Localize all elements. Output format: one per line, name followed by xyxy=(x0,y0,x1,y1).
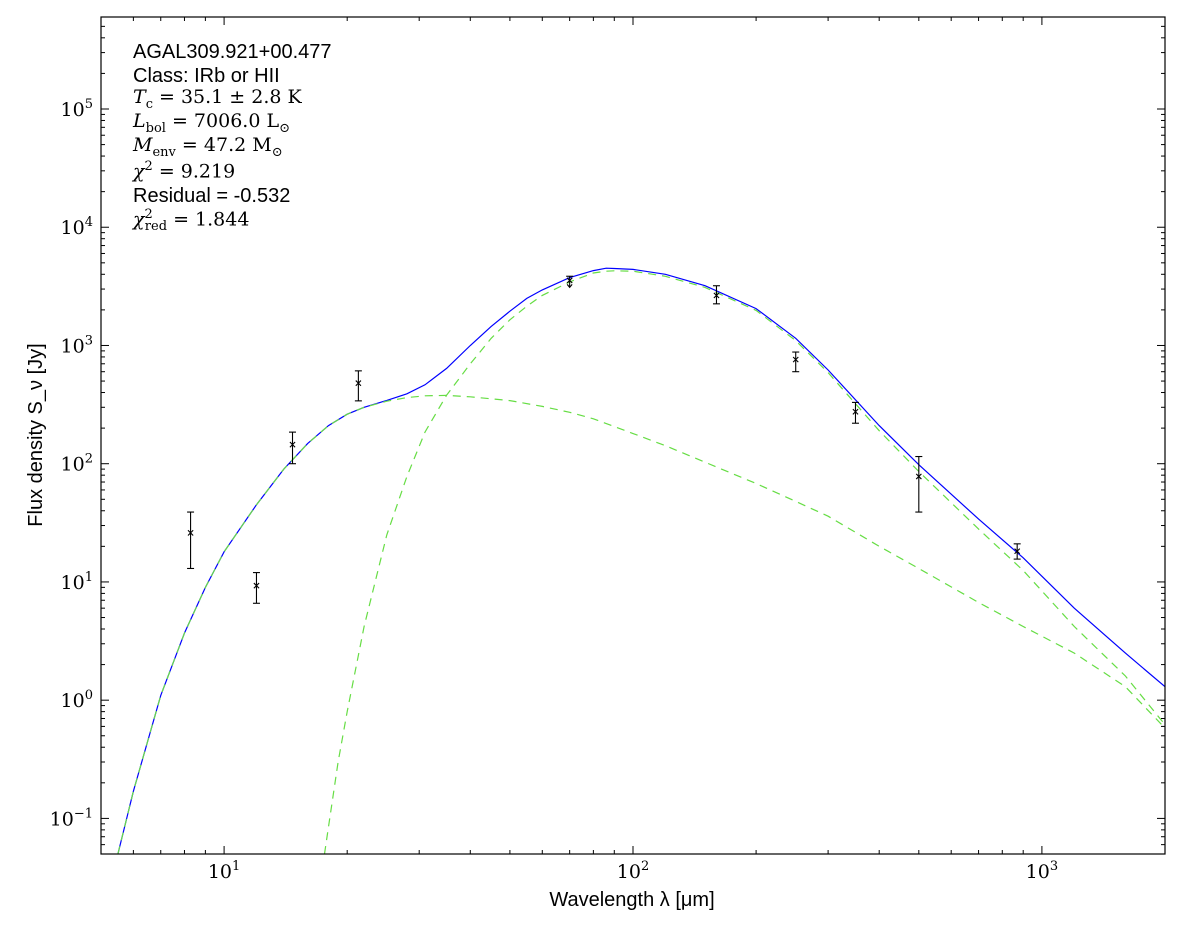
point-marker xyxy=(566,277,573,284)
data-point-9 xyxy=(915,455,923,513)
data-point-1 xyxy=(187,511,195,570)
y-tick-label: 104 xyxy=(61,215,93,239)
x-tick-label: 102 xyxy=(617,859,649,883)
upper-limit-arrow xyxy=(566,284,573,289)
data-point-10 xyxy=(1013,543,1021,560)
y-tick-label: 100 xyxy=(61,688,93,712)
fit-curves xyxy=(117,267,1165,854)
data-point-6 xyxy=(712,285,720,305)
y-tick-label: 102 xyxy=(61,452,93,476)
y-tick-label: 103 xyxy=(61,333,93,357)
tc-annotation: Tc = 35.1 ± 2.8 K xyxy=(133,86,302,112)
data-point-2 xyxy=(252,572,260,604)
x-axis-label: Wavelength λ [μm] xyxy=(549,889,714,911)
point-marker xyxy=(713,292,720,299)
y-axis-label: Flux density S_ν [Jy] xyxy=(25,343,47,526)
y-tick-label: 105 xyxy=(61,97,93,121)
menv-annotation: Menv = 47.2 M⊙ xyxy=(133,134,283,160)
y-tick-label: 101 xyxy=(61,570,93,594)
data-point-3 xyxy=(289,431,297,465)
point-marker xyxy=(253,582,260,589)
data-point-4 xyxy=(354,370,362,402)
point-marker xyxy=(792,356,799,363)
data-point-8 xyxy=(851,401,859,424)
point-marker xyxy=(1014,548,1021,555)
y-tick-label: 10−1 xyxy=(50,806,93,830)
point-marker xyxy=(355,380,362,387)
point-marker xyxy=(289,441,296,448)
x-tick-label: 103 xyxy=(1026,859,1058,883)
data-point-7 xyxy=(792,351,800,373)
lbol-annotation: Lbol = 7006.0 L⊙ xyxy=(133,110,290,136)
point-marker xyxy=(915,473,922,480)
chi2red-annotation: χ2red = 1.844 xyxy=(133,207,250,235)
data-point-5 xyxy=(566,275,574,289)
source-name: AGAL309.921+00.477 xyxy=(133,41,332,63)
chi2-annotation: χ2 = 9.219 xyxy=(133,159,236,183)
point-marker xyxy=(852,408,859,415)
fit-curve-3 xyxy=(323,270,1165,854)
fit-curve-1 xyxy=(117,267,1165,854)
point-marker xyxy=(187,529,194,536)
class-label: Class: IRb or HII xyxy=(133,65,280,87)
x-tick-label: 101 xyxy=(208,859,240,883)
axis-ticks: 101 102 103 10−1 100 101 102 103 104 105 xyxy=(50,16,1166,883)
data-points xyxy=(187,275,1021,604)
fit-curve-2 xyxy=(117,394,1165,854)
residual-label: Residual = -0.532 xyxy=(133,185,291,207)
